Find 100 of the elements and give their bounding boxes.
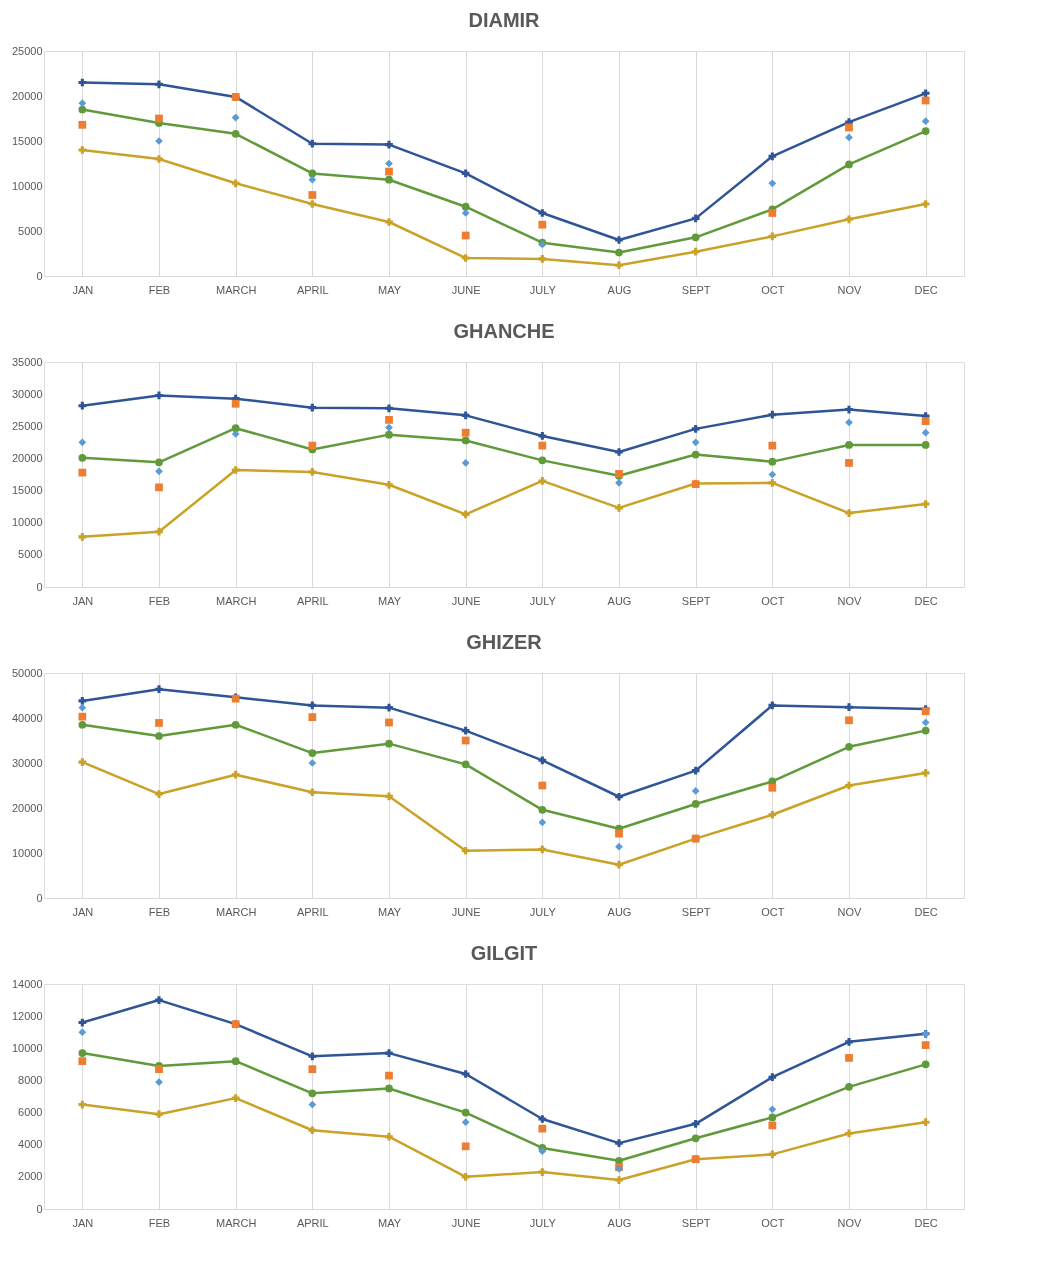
point [385, 167, 393, 176]
point [615, 860, 623, 869]
y-tick-label: 30000 [11, 756, 43, 769]
point [155, 80, 163, 89]
y-tick-label: 0 [36, 580, 43, 593]
point [308, 200, 317, 208]
point [308, 169, 317, 178]
point [921, 1118, 930, 1127]
point [615, 261, 623, 270]
point [461, 760, 470, 769]
y-tick-label: 10000 [11, 179, 43, 192]
point [845, 123, 853, 132]
point [78, 78, 87, 87]
point [385, 430, 393, 439]
x-tick-label: JAN [72, 283, 94, 296]
point [768, 701, 777, 710]
point [538, 209, 547, 217]
point [768, 1113, 777, 1122]
point [385, 423, 393, 432]
chart-title: GHANCHE [453, 320, 555, 342]
x-tick-label: SEPT [681, 594, 711, 607]
point [538, 1115, 547, 1123]
point [308, 749, 317, 757]
point [921, 441, 930, 449]
y-tick-label: 20000 [11, 801, 43, 814]
x-tick-label: OCT [761, 594, 785, 607]
y-tick-label: 0 [36, 1202, 43, 1215]
x-tick-label: FEB [148, 905, 171, 918]
point [308, 1052, 317, 1061]
point [768, 209, 777, 217]
point [231, 179, 240, 188]
y-tick-label: 0 [36, 891, 43, 904]
point [691, 450, 700, 459]
point [691, 1134, 700, 1143]
point [461, 846, 470, 855]
point [78, 720, 87, 729]
x-tick-label: JUNE [451, 594, 481, 607]
point [155, 719, 163, 727]
point [231, 399, 240, 408]
point [845, 703, 853, 712]
point [615, 842, 623, 851]
point [538, 1147, 547, 1156]
point [461, 1142, 470, 1151]
point [615, 829, 623, 838]
point [231, 430, 240, 438]
y-tick-label: 10000 [11, 846, 43, 859]
point [78, 453, 87, 462]
point [538, 818, 547, 827]
x-tick-label: APRIL [296, 1216, 329, 1229]
point [461, 1108, 470, 1117]
y-tick-label: 25000 [11, 44, 43, 57]
point [155, 391, 163, 400]
point [155, 527, 163, 536]
point [78, 99, 87, 108]
point [615, 1176, 623, 1184]
x-tick-label: JULY [529, 1216, 557, 1229]
x-tick-label: JULY [529, 594, 557, 607]
point [538, 220, 547, 229]
x-tick-label: MARCH [215, 594, 257, 607]
point [155, 1110, 163, 1119]
point [231, 466, 240, 474]
point [385, 415, 393, 424]
point [845, 133, 853, 142]
point [921, 1060, 930, 1069]
point [155, 114, 163, 123]
point [385, 1132, 393, 1141]
point [845, 405, 853, 414]
point [615, 236, 623, 244]
point [155, 685, 163, 694]
x-tick-label: JAN [72, 905, 94, 918]
point [845, 781, 853, 790]
x-tick-label: MARCH [215, 283, 257, 296]
x-tick-label: DEC [914, 1216, 938, 1229]
y-tick-label: 0 [36, 269, 43, 282]
chart-title: GILGIT [470, 942, 538, 964]
y-tick-label: 10000 [11, 516, 43, 529]
point [308, 1065, 317, 1074]
y-tick-label: 5000 [18, 548, 43, 561]
point [538, 781, 547, 790]
point [385, 480, 393, 489]
point [768, 410, 777, 419]
point [385, 175, 393, 184]
y-tick-label: 6000 [18, 1106, 43, 1119]
point [921, 127, 930, 135]
point [921, 769, 930, 777]
point [155, 483, 163, 492]
x-tick-label: FEB [148, 1216, 171, 1229]
point [538, 805, 547, 814]
y-tick-label: 10000 [11, 1041, 43, 1054]
point [921, 1041, 930, 1049]
point [308, 1100, 317, 1109]
point [308, 175, 317, 184]
x-tick-label: APRIL [296, 283, 329, 296]
point [768, 1150, 777, 1159]
point [461, 736, 470, 745]
point [461, 411, 470, 420]
point [845, 1054, 853, 1062]
point [78, 1057, 87, 1066]
x-tick-label: AUG [607, 905, 632, 918]
x-tick-label: SEPT [681, 1216, 711, 1229]
